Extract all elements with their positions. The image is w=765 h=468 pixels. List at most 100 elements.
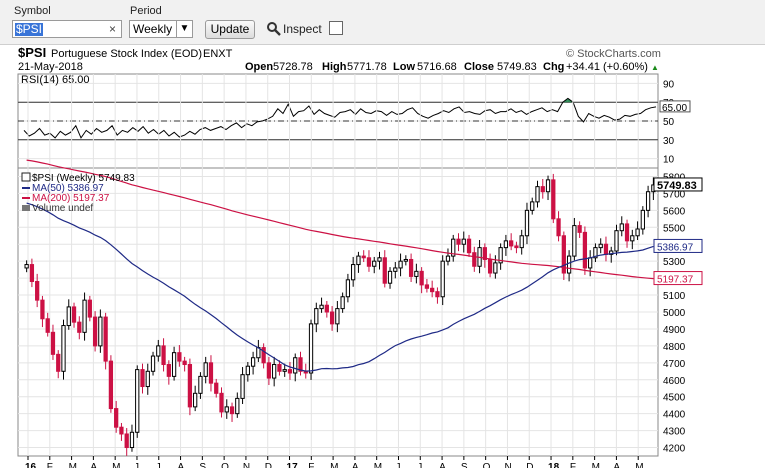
candle-body — [366, 257, 372, 267]
x-tick-label: M — [330, 462, 338, 468]
candle-body — [329, 311, 335, 325]
rsi-tick-label: 30 — [663, 136, 675, 147]
legend-ma50: MA(50) 5386.97 — [32, 183, 104, 194]
candle-body — [98, 316, 103, 347]
candle-body — [198, 375, 203, 394]
symbol-input-value[interactable]: $PSI — [15, 22, 44, 36]
candle-body — [593, 247, 598, 259]
candle-body — [308, 323, 314, 374]
candle-body — [335, 308, 340, 325]
ma200-flag: 5197.37 — [653, 271, 703, 286]
candle-body — [319, 304, 324, 310]
x-tick-label: 18 — [548, 462, 560, 468]
x-tick-label: S — [461, 462, 468, 468]
candle-body — [614, 230, 619, 252]
candle-body — [287, 369, 293, 374]
x-tick-label: O — [221, 462, 229, 468]
x-tick-label: N — [243, 462, 250, 468]
candle-body — [640, 209, 645, 230]
clear-icon[interactable]: × — [108, 22, 116, 36]
candle-body — [77, 321, 82, 333]
candle-body — [514, 245, 519, 249]
candle-body — [430, 287, 435, 293]
candle-body — [140, 369, 145, 388]
candle-body — [498, 247, 503, 264]
candle-body — [403, 258, 408, 262]
inspect-checkbox[interactable] — [329, 21, 343, 35]
candle-body — [540, 186, 545, 193]
last-close-flag: 5749.83 — [653, 177, 703, 192]
candle-body — [45, 318, 50, 333]
price-tick-label: 4900 — [663, 325, 686, 336]
chart-exchange: ENXT — [203, 48, 233, 60]
x-tick-label: A — [352, 462, 359, 468]
x-tick-label: 17 — [287, 462, 299, 468]
rsi-tick-label: 10 — [663, 155, 675, 166]
candle-body — [124, 433, 129, 449]
open-value: 5728.78 — [273, 61, 313, 73]
candle-body — [135, 369, 140, 433]
candle-body — [156, 345, 161, 357]
symbol-input[interactable]: $PSI × — [12, 20, 122, 38]
candle-body — [509, 240, 514, 247]
candle-body — [171, 352, 177, 377]
stock-chart[interactable]: $PSI Portuguese Stock Index (EOD) ENXT ©… — [0, 44, 765, 468]
low-label: Low — [393, 61, 415, 73]
candle-body — [424, 284, 430, 289]
price-grid — [18, 74, 658, 456]
ma200-flag-box — [653, 271, 703, 286]
candle-body — [24, 264, 29, 269]
candle-body — [250, 357, 256, 367]
candle-body — [92, 316, 98, 347]
candle-body — [635, 228, 640, 237]
candle-body — [82, 299, 87, 333]
x-tick-label: A — [178, 462, 185, 468]
copyright-text: © StockCharts.com — [566, 48, 661, 60]
price-axis: 4200 4300 4400 4500 4600 4700 4800 4900 5000 5100… — [663, 172, 686, 454]
candle-body — [588, 257, 593, 269]
chevron-down-icon[interactable]: ▼ — [176, 21, 192, 37]
candle-body — [293, 357, 298, 374]
chart-index-name: Portuguese Stock Index (EOD) — [51, 48, 202, 60]
x-tick-label: M — [592, 462, 600, 468]
candle-body — [245, 365, 250, 376]
price-tick-label: 5500 — [663, 223, 686, 234]
open-label: Open — [245, 61, 273, 73]
candle-body — [356, 255, 361, 266]
legend-price: $PSI (Weekly) 5749.83 — [32, 173, 135, 184]
chart-date: 21-May-2018 — [18, 61, 83, 73]
period-select[interactable]: Weekly ▼ — [129, 20, 193, 38]
x-tick-label: F — [570, 462, 576, 468]
symbol-label: Symbol — [14, 5, 51, 17]
update-button[interactable]: Update — [205, 20, 255, 39]
candle-body — [372, 260, 377, 267]
candle-body — [40, 299, 45, 320]
candle-body — [645, 191, 651, 211]
candle-body — [203, 362, 208, 377]
rsi-flag-box — [659, 100, 691, 113]
legend-volume: Volume undef — [32, 203, 93, 214]
candle-body — [619, 223, 624, 232]
candle-body — [387, 270, 393, 284]
candle-body — [577, 225, 582, 233]
rsi-axis: 9070503010 — [663, 79, 675, 165]
candle-body — [214, 382, 219, 394]
x-tick-label: A — [613, 462, 620, 468]
rsi-tick-label: 50 — [663, 117, 675, 128]
candle-body — [108, 360, 114, 410]
candle-body — [487, 258, 493, 274]
candle-body — [266, 362, 272, 379]
candle-body — [66, 306, 71, 327]
candle-body — [324, 304, 329, 313]
legend: $PSI (Weekly) 5749.83 MA(50) 5386.97 MA(… — [21, 172, 135, 214]
x-tick-label: M — [112, 462, 120, 468]
candle-body — [150, 355, 156, 372]
x-tick-label: F — [47, 462, 53, 468]
ma50-line — [26, 202, 654, 372]
x-tick-label: M — [69, 462, 77, 468]
candle-body — [50, 331, 56, 355]
candle-body — [566, 255, 572, 274]
x-tick-label: O — [483, 462, 491, 468]
legend-price-swatch — [21, 172, 31, 182]
candle-body — [530, 201, 535, 211]
